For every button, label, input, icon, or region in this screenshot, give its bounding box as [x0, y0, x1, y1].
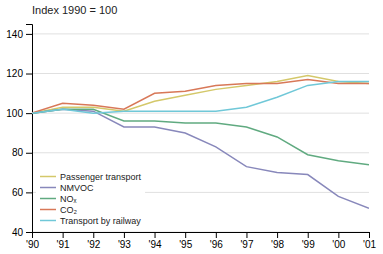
y-tick: 80 [12, 147, 32, 158]
x-tick: '96 [210, 232, 223, 250]
x-tick-mark [155, 232, 156, 238]
grid-line [32, 33, 369, 34]
x-tick-label: '96 [210, 239, 223, 250]
x-tick-mark [246, 232, 247, 238]
y-tick-mark [26, 232, 32, 233]
x-tick-label: '95 [179, 239, 192, 250]
x-tick-mark [63, 232, 64, 238]
y-tick-mark [26, 153, 32, 154]
title: Index 1990 = 100 [32, 4, 117, 16]
y-axis-line [26, 25, 33, 233]
legend-item: Passenger transport [40, 172, 142, 182]
y-tick-mark [26, 74, 32, 75]
x-tick-mark [124, 232, 125, 238]
legend-swatch [40, 220, 56, 222]
grid-line [32, 113, 369, 114]
x-tick: '00 [332, 232, 345, 250]
series-line [32, 76, 369, 114]
legend-item: Transport by railway [40, 216, 141, 226]
x-tick-mark [338, 232, 339, 238]
x-tick-label: '99 [302, 239, 315, 250]
x-tick-label: '01 [363, 239, 376, 250]
x-tick: '98 [271, 232, 284, 250]
y-tick: 120 [6, 68, 32, 79]
x-tick-mark [308, 232, 309, 238]
legend-swatch [40, 187, 56, 189]
y-tick-label: 140 [6, 29, 23, 40]
x-tick: '99 [302, 232, 315, 250]
series-group [32, 76, 369, 209]
y-tick-label: 100 [6, 108, 23, 119]
y-tick: 40 [12, 227, 32, 238]
x-axis: '90 '91 '92 '93 '94 '95 '96 '97 '98 '99 '00 '01 [26, 232, 376, 250]
y-axis: 40 60 80 100 120 140 [6, 25, 32, 238]
x-tick: '95 [179, 232, 192, 250]
x-tick: '91 [57, 232, 70, 250]
series-line [32, 79, 369, 113]
legend-label: NMVOC [60, 183, 94, 193]
x-tick: '90 [26, 232, 39, 250]
x-axis-line [33, 233, 370, 239]
legend-label: CO₂ [60, 205, 78, 215]
legend: Passenger transportNMVOCNOₓCO₂Transport … [36, 169, 145, 228]
x-tick: '92 [87, 232, 100, 250]
y-tick-label: 40 [12, 227, 24, 238]
y-tick-mark [26, 34, 32, 35]
x-tick-label: '93 [118, 239, 131, 250]
x-tick: '94 [149, 232, 162, 250]
x-tick-mark [369, 232, 370, 238]
x-tick-label: '92 [87, 239, 100, 250]
legend-label: NOₓ [60, 194, 77, 204]
x-tick-mark [185, 232, 186, 238]
grid-line [32, 152, 369, 153]
x-tick: '97 [240, 232, 253, 250]
series-line [32, 109, 369, 164]
x-tick-label: '97 [240, 239, 253, 250]
grid [32, 34, 369, 232]
x-tick-mark [277, 232, 278, 238]
y-tick-label: 120 [6, 68, 23, 79]
x-tick: '93 [118, 232, 131, 250]
y-tick: 100 [6, 108, 32, 119]
legend-background [36, 169, 145, 228]
y-tick-label: 80 [12, 147, 24, 158]
chart: '90 '91 '92 '93 '94 '95 '96 '97 '98 '99 '00 '01 40 60… [0, 0, 383, 254]
y-tick-mark [26, 113, 32, 114]
x-tick-label: '91 [57, 239, 70, 250]
y-tick: 140 [6, 29, 32, 40]
y-tick-label: 60 [12, 187, 24, 198]
legend-label: Passenger transport [60, 172, 142, 182]
legend-item: NMVOC [40, 183, 94, 193]
x-tick-mark [93, 232, 94, 238]
x-tick-label: '00 [332, 239, 345, 250]
x-tick-label: '90 [26, 239, 39, 250]
legend-item: CO₂ [40, 205, 78, 215]
legend-swatch [40, 198, 56, 200]
x-tick: '01 [363, 232, 376, 250]
legend-swatch [40, 176, 56, 178]
grid-line [32, 73, 369, 74]
x-tick-label: '98 [271, 239, 284, 250]
x-tick-mark [216, 232, 217, 238]
legend-swatch [40, 209, 56, 211]
y-tick-mark [26, 192, 32, 193]
x-tick-label: '94 [149, 239, 162, 250]
series-line [32, 81, 369, 113]
plot-area: '90 '91 '92 '93 '94 '95 '96 '97 '98 '99 '00 '01 40 60… [6, 25, 376, 251]
legend-item: NOₓ [40, 194, 77, 204]
y-tick: 60 [12, 187, 32, 198]
legend-label: Transport by railway [60, 216, 141, 226]
